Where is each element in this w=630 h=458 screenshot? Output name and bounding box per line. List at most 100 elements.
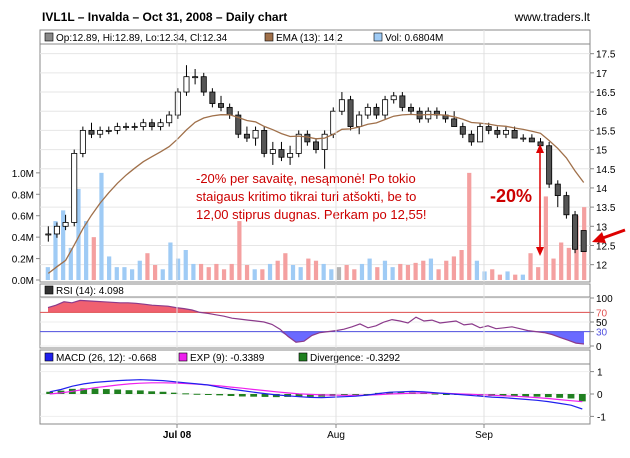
candle-body xyxy=(399,95,406,108)
div-legend-label: Divergence: -0.3292 xyxy=(310,353,400,364)
candle-body xyxy=(563,195,570,216)
volume-bar xyxy=(559,242,564,280)
candle-body xyxy=(373,106,380,116)
divergence-bar xyxy=(250,394,258,397)
volume-bar xyxy=(45,267,50,280)
volume-bar xyxy=(536,267,541,280)
rsi-legend-label: RSI (14): 4.098 xyxy=(56,286,124,297)
candle-body xyxy=(554,183,561,197)
volume-bar xyxy=(490,269,495,280)
candle-body xyxy=(390,95,397,101)
candle-body xyxy=(528,137,535,143)
volume-bar xyxy=(313,260,319,280)
divergence-bar xyxy=(170,392,178,394)
ema-line xyxy=(47,113,585,274)
candle-body xyxy=(261,129,268,154)
divergence-bar xyxy=(556,394,564,398)
volume-bar xyxy=(329,269,334,280)
drop-arrow xyxy=(536,144,544,256)
vol-legend: Vol: 0.6804M xyxy=(385,33,443,44)
volume-bar xyxy=(520,274,525,280)
volume-tick-label: 0.8M xyxy=(12,190,34,201)
divergence-bar xyxy=(431,393,439,395)
candle-body xyxy=(364,106,371,116)
price-tick-label: 14.5 xyxy=(596,165,616,176)
candle-body xyxy=(131,126,138,128)
candle-body xyxy=(105,129,112,132)
volume-bar xyxy=(275,260,280,280)
price-tick-label: 17 xyxy=(596,69,608,80)
volume-bar xyxy=(61,210,66,280)
candle-body xyxy=(252,129,259,139)
candle-body xyxy=(243,133,250,139)
rsi-legend-swatch xyxy=(44,285,54,295)
volume-bar xyxy=(528,253,533,280)
volume-bar xyxy=(290,265,296,280)
volume-bar xyxy=(198,263,204,280)
candle-body xyxy=(356,114,363,127)
x-tick-label: Jul 08 xyxy=(163,430,192,441)
volume-bar xyxy=(566,247,571,280)
volume-bar xyxy=(352,269,357,280)
candle-body xyxy=(183,76,190,93)
volume-bar xyxy=(53,221,58,280)
price-panel xyxy=(39,29,591,283)
price-tick-label: 12 xyxy=(596,261,608,272)
candle-body xyxy=(148,122,155,127)
volume-bar xyxy=(367,258,372,280)
divergence-bar xyxy=(295,394,303,397)
volume-bar xyxy=(451,256,457,280)
price-tick-label: 14 xyxy=(596,184,608,195)
exp-line xyxy=(49,382,583,403)
volume-bar xyxy=(497,274,502,280)
candle-body xyxy=(114,126,121,131)
divergence-bar xyxy=(216,394,224,396)
volume-bar xyxy=(543,196,548,280)
divergence-bar xyxy=(261,394,269,397)
divergence-bar xyxy=(578,394,586,402)
divergence-bar xyxy=(567,394,575,399)
candle-body xyxy=(502,129,509,135)
volume-bar xyxy=(229,263,234,280)
divergence-bar xyxy=(442,394,450,395)
rsi-tick-label: 0 xyxy=(596,342,602,353)
divergence-bar xyxy=(46,391,54,394)
volume-bar xyxy=(321,263,326,280)
candle-body xyxy=(580,230,587,253)
candle-body xyxy=(97,129,104,135)
price-tick-label: 17.5 xyxy=(596,50,616,61)
volume-bar xyxy=(114,267,119,280)
candle-body xyxy=(192,76,199,79)
candle-body xyxy=(79,129,86,154)
volume-bar xyxy=(306,258,311,280)
candle-body xyxy=(313,141,319,150)
candle-body xyxy=(494,129,501,135)
volume-bar xyxy=(390,267,395,280)
volume-bar xyxy=(398,263,403,280)
source-label: www.traders.lt xyxy=(514,10,591,24)
exp-legend-label: EXP (9): -0.3389 xyxy=(190,353,265,364)
volume-bar xyxy=(130,269,135,280)
candle-body xyxy=(71,153,78,223)
candle-body xyxy=(520,137,527,140)
candle-body xyxy=(321,133,328,150)
candle-body xyxy=(166,114,173,124)
divergence-bar xyxy=(80,388,88,394)
ema-legend-swatch xyxy=(264,32,274,42)
drop-label: -20% xyxy=(490,186,532,206)
macd-tick-label: 1 xyxy=(597,368,603,379)
candle-body xyxy=(53,225,60,235)
candle-body xyxy=(140,122,147,127)
volume-bar xyxy=(298,267,303,280)
candle-body xyxy=(123,126,130,128)
volume-bar xyxy=(237,221,242,280)
div-legend-swatch xyxy=(298,352,308,362)
candle-body xyxy=(45,233,52,236)
volume-tick-label: 0.0M xyxy=(12,276,34,287)
candle-body xyxy=(546,145,553,185)
annotation-line-3: 12,00 stiprus dugnas. Perkam po 12,55! xyxy=(196,207,427,222)
divergence-bar xyxy=(340,394,348,396)
divergence-bar xyxy=(522,394,530,397)
divergence-bar xyxy=(306,394,314,397)
divergence-bar xyxy=(193,393,201,395)
